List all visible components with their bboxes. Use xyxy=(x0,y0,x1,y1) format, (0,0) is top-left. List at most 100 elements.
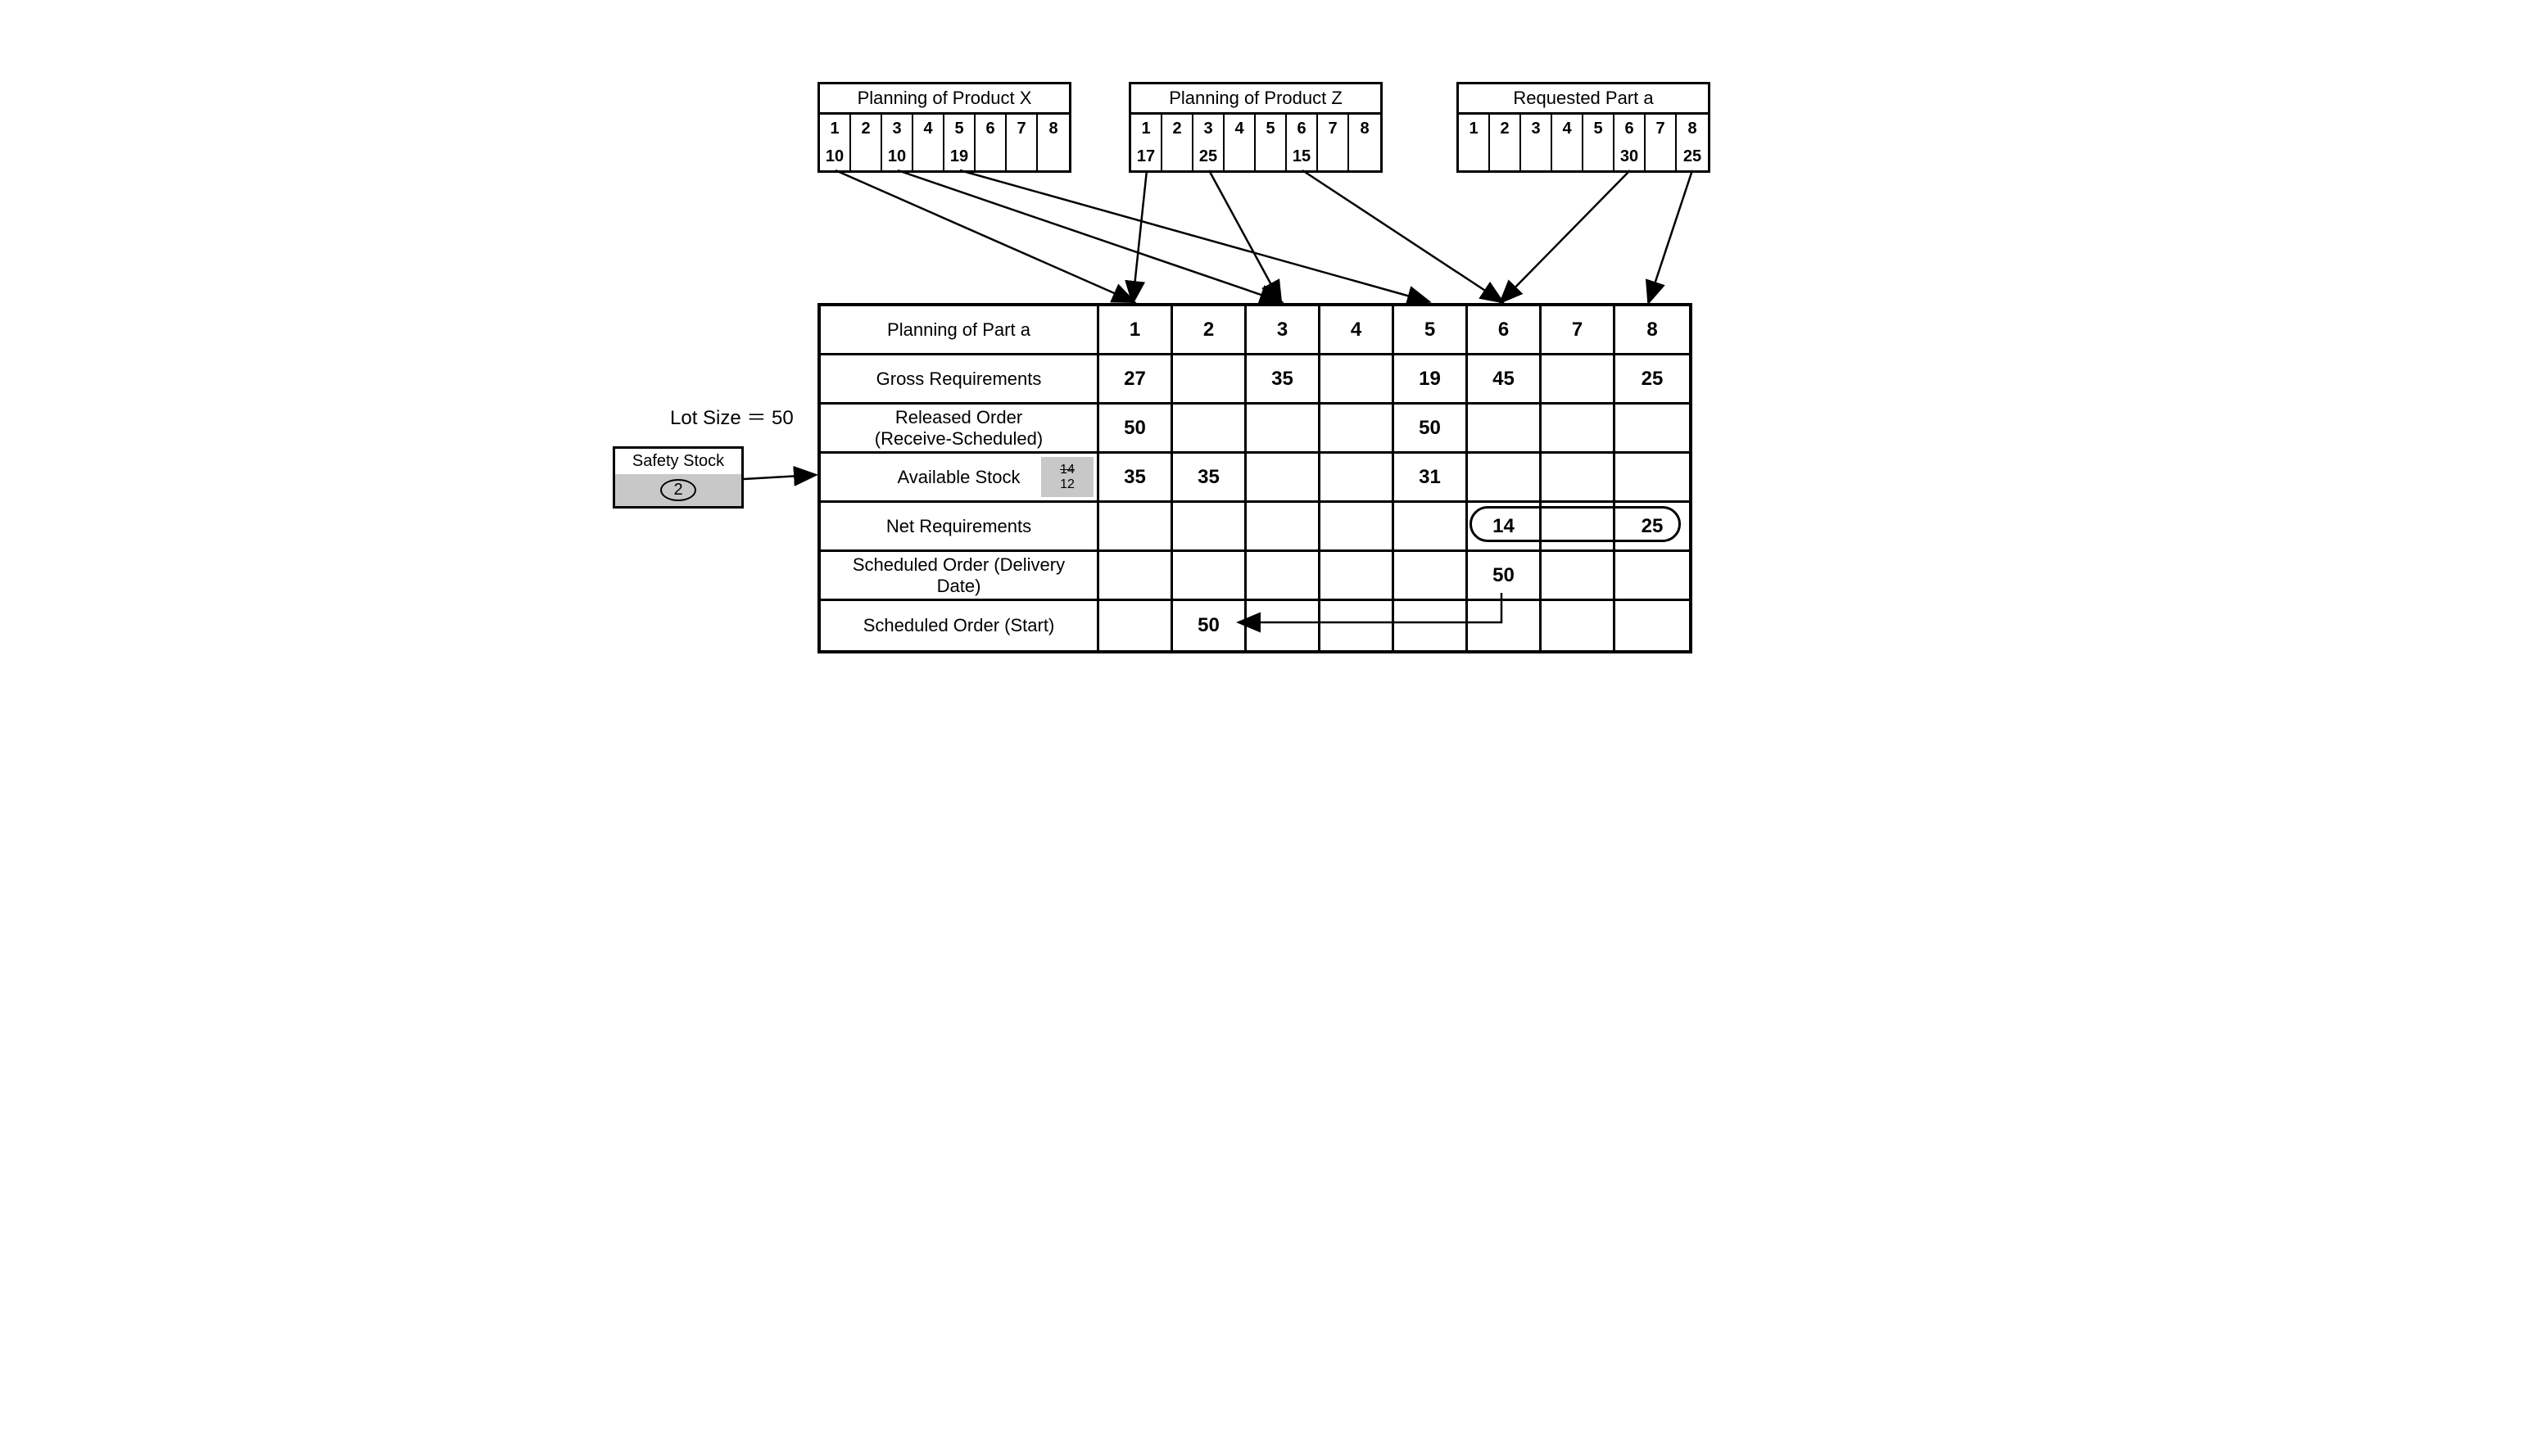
main-cell xyxy=(1615,454,1689,500)
main-cell: 50 xyxy=(1394,405,1468,451)
period-value xyxy=(1038,142,1069,170)
main-cell: 19 xyxy=(1394,355,1468,402)
period-header: 2 xyxy=(1162,115,1193,142)
period-value xyxy=(1318,142,1349,170)
source-table-title: Planning of Product X xyxy=(820,84,1069,115)
period-header: 2 xyxy=(851,115,882,142)
period-value xyxy=(1646,142,1677,170)
main-cell xyxy=(1247,601,1320,650)
main-period-header: 7 xyxy=(1542,306,1615,353)
period-header: 3 xyxy=(1521,115,1552,142)
main-cell xyxy=(1468,405,1542,451)
period-header: 8 xyxy=(1038,115,1069,142)
main-cell xyxy=(1173,405,1247,451)
period-value: 17 xyxy=(1131,142,1162,170)
main-row-label: Net Requirements xyxy=(821,503,1099,549)
period-header: 5 xyxy=(944,115,976,142)
main-cell: 45 xyxy=(1468,355,1542,402)
period-header: 6 xyxy=(1614,115,1646,142)
main-cell xyxy=(1615,601,1689,650)
period-value: 19 xyxy=(944,142,976,170)
main-cell xyxy=(1099,601,1173,650)
source-table-2: Requested Part a123456783025 xyxy=(1456,82,1710,173)
period-header: 3 xyxy=(882,115,913,142)
main-cell xyxy=(1468,454,1542,500)
source-table-1: Planning of Product Z12345678172515 xyxy=(1129,82,1383,173)
period-value xyxy=(851,142,882,170)
period-header: 2 xyxy=(1490,115,1521,142)
main-cell xyxy=(1394,601,1468,650)
main-period-header: 3 xyxy=(1247,306,1320,353)
period-value: 15 xyxy=(1287,142,1318,170)
main-period-header: 5 xyxy=(1394,306,1468,353)
main-row-label: Scheduled Order (Delivery Date) xyxy=(821,552,1099,599)
period-header: 1 xyxy=(820,115,851,142)
main-cell: 14 xyxy=(1468,503,1542,549)
period-value xyxy=(1162,142,1193,170)
mrp-table: Planning of Part a12345678Gross Requirem… xyxy=(817,303,1692,653)
period-value xyxy=(976,142,1007,170)
main-cell xyxy=(1099,503,1173,549)
main-period-header: 8 xyxy=(1615,306,1689,353)
diagram-container: Planning of Product X12345678101019Plann… xyxy=(572,33,1964,770)
main-period-header: 1 xyxy=(1099,306,1173,353)
main-cell xyxy=(1615,552,1689,599)
period-header: 5 xyxy=(1583,115,1614,142)
main-cell xyxy=(1394,503,1468,549)
safety-stock-box: Safety Stock 2 xyxy=(613,446,744,509)
period-value: 10 xyxy=(882,142,913,170)
period-value xyxy=(1490,142,1521,170)
main-cell xyxy=(1542,405,1615,451)
main-cell xyxy=(1468,601,1542,650)
period-value: 10 xyxy=(820,142,851,170)
period-header: 1 xyxy=(1131,115,1162,142)
main-cell xyxy=(1542,552,1615,599)
main-table-header-label: Planning of Part a xyxy=(821,306,1099,353)
main-row-label: Gross Requirements xyxy=(821,355,1099,402)
period-value xyxy=(1256,142,1287,170)
period-header: 3 xyxy=(1193,115,1225,142)
main-cell: 35 xyxy=(1247,355,1320,402)
period-value xyxy=(913,142,944,170)
main-cell xyxy=(1320,454,1394,500)
safety-stock-label: Safety Stock xyxy=(615,449,741,474)
main-cell xyxy=(1542,355,1615,402)
main-cell xyxy=(1320,355,1394,402)
period-value xyxy=(1225,142,1256,170)
main-row-label: Released Order(Receive-Scheduled) xyxy=(821,405,1099,451)
main-cell xyxy=(1320,405,1394,451)
main-cell xyxy=(1247,503,1320,549)
main-cell: 35 xyxy=(1173,454,1247,500)
main-cell xyxy=(1394,552,1468,599)
period-header: 7 xyxy=(1646,115,1677,142)
period-header: 8 xyxy=(1349,115,1380,142)
period-header: 6 xyxy=(976,115,1007,142)
period-value: 25 xyxy=(1193,142,1225,170)
main-period-header: 4 xyxy=(1320,306,1394,353)
main-cell xyxy=(1247,552,1320,599)
main-cell: 25 xyxy=(1615,355,1689,402)
available-stock-inset: 1412 xyxy=(1041,457,1094,497)
period-value xyxy=(1459,142,1490,170)
main-cell xyxy=(1173,355,1247,402)
main-period-header: 6 xyxy=(1468,306,1542,353)
main-cell: 27 xyxy=(1099,355,1173,402)
main-row-label: Scheduled Order (Start) xyxy=(821,601,1099,650)
main-cell xyxy=(1173,552,1247,599)
main-cell: 50 xyxy=(1173,601,1247,650)
source-table-0: Planning of Product X12345678101019 xyxy=(817,82,1071,173)
period-value xyxy=(1521,142,1552,170)
main-cell xyxy=(1542,503,1615,549)
main-cell xyxy=(1173,503,1247,549)
main-cell xyxy=(1320,601,1394,650)
safety-stock-value-area: 2 xyxy=(615,474,741,506)
source-table-title: Requested Part a xyxy=(1459,84,1708,115)
main-cell: 25 xyxy=(1615,503,1689,549)
main-cell: 50 xyxy=(1099,405,1173,451)
main-cell xyxy=(1247,405,1320,451)
period-header: 8 xyxy=(1677,115,1708,142)
period-value xyxy=(1007,142,1038,170)
main-cell xyxy=(1099,552,1173,599)
period-header: 4 xyxy=(1225,115,1256,142)
period-header: 5 xyxy=(1256,115,1287,142)
